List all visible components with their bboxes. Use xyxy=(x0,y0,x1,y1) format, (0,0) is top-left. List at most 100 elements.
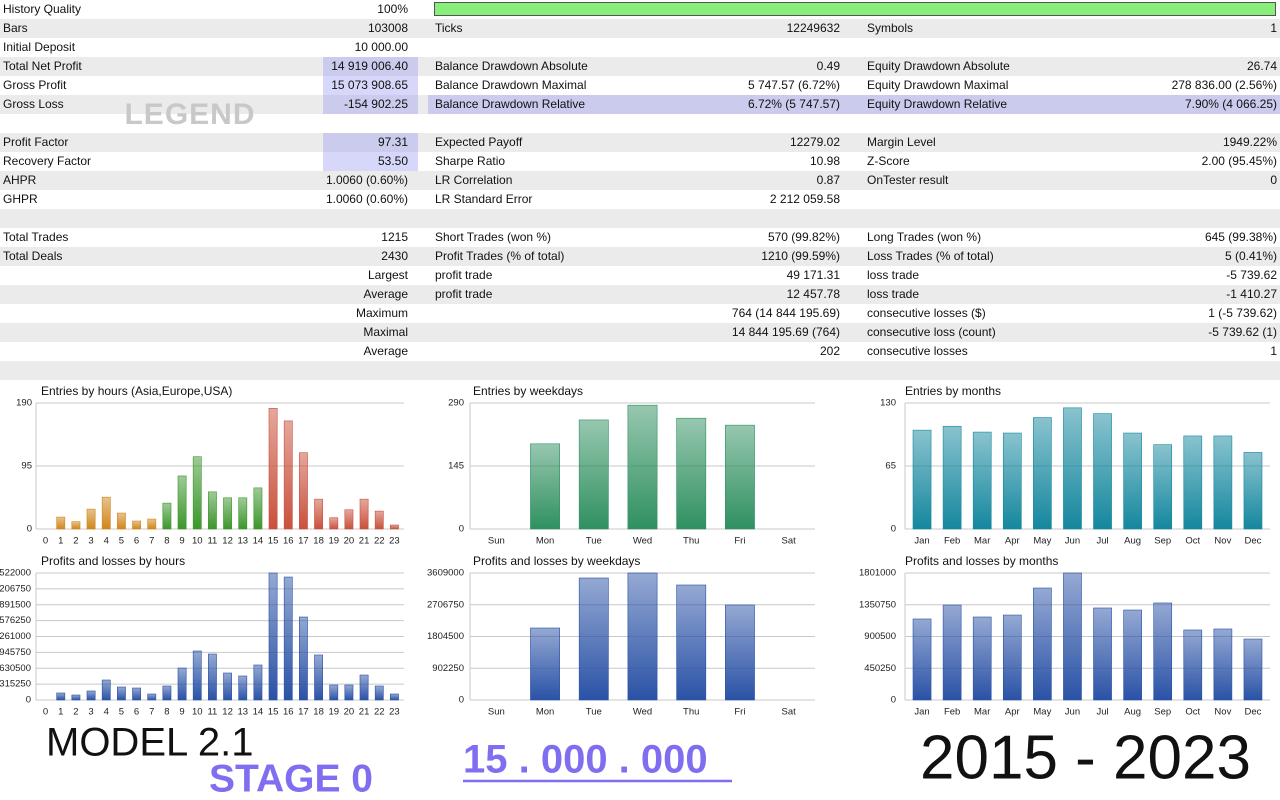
bar xyxy=(329,684,339,701)
stat-value: 1 xyxy=(1270,21,1277,35)
stat-value: 5 (0.41%) xyxy=(1225,249,1277,263)
row-stripe xyxy=(0,19,1280,38)
stat-label: Recovery Factor xyxy=(3,154,91,168)
x-tick-label: 21 xyxy=(359,707,370,718)
x-tick-label: 4 xyxy=(104,536,109,547)
x-tick-label: 3 xyxy=(88,707,93,718)
stat-value: 10 000.00 xyxy=(355,40,409,54)
y-tick-label: 0 xyxy=(459,524,464,535)
y-tick-label: 1261000 xyxy=(0,631,31,642)
stat-value: 12 457.78 xyxy=(787,287,841,301)
y-tick-label: 900500 xyxy=(864,631,896,642)
stat-value: 1.0060 (0.60%) xyxy=(326,192,408,206)
stat-label: Profit Trades (% of total) xyxy=(435,249,564,263)
stat-value: 2430 xyxy=(381,249,408,263)
stat-label: History Quality xyxy=(3,2,81,16)
y-tick-label: 190 xyxy=(16,398,32,409)
y-tick-label: 2522000 xyxy=(0,568,31,579)
bar xyxy=(117,512,126,530)
stat-label: Loss Trades (% of total) xyxy=(867,249,994,263)
stat-value: -154 902.25 xyxy=(344,97,408,111)
x-tick-label: 11 xyxy=(207,707,217,718)
bar xyxy=(268,572,278,701)
stat-value: 1210 (99.59%) xyxy=(761,249,840,263)
bar xyxy=(238,497,248,530)
highlight xyxy=(323,133,418,171)
stat-value: 1949.22% xyxy=(1223,135,1277,149)
bar xyxy=(912,429,932,530)
bar xyxy=(1153,444,1173,530)
x-tick-label: 10 xyxy=(192,536,203,547)
bar xyxy=(1213,435,1233,530)
bar xyxy=(132,687,141,701)
stat-value: 26.74 xyxy=(1247,59,1277,73)
y-tick-label: 1801000 xyxy=(859,568,896,579)
x-tick-label: 17 xyxy=(298,536,309,547)
stat-value: 0 xyxy=(1270,173,1277,187)
chart-title: Entries by weekdays xyxy=(473,384,583,398)
bar xyxy=(1123,432,1142,530)
stage-label: STAGE 0 xyxy=(209,757,373,800)
stat-label: Total Trades xyxy=(3,230,68,244)
x-tick-label: 0 xyxy=(43,536,48,547)
y-tick-label: 1576250 xyxy=(0,615,31,626)
stat-label: Total Deals xyxy=(3,249,62,263)
x-tick-label: 2 xyxy=(73,536,78,547)
stat-label: LR Correlation xyxy=(435,173,512,187)
x-tick-label: Nov xyxy=(1214,536,1231,547)
stat-value: 14 844 195.69 (764) xyxy=(732,325,840,339)
x-tick-label: Thu xyxy=(683,536,699,547)
x-tick-label: 12 xyxy=(222,707,233,718)
bar-chart: Profits and losses by months 0 450250 90050… xyxy=(859,554,1270,718)
bar-chart: Profits and losses by hours0315250630500… xyxy=(0,554,404,718)
bar xyxy=(1243,638,1263,701)
x-tick-label: Nov xyxy=(1214,707,1231,718)
stat-label: Equity Drawdown Maximal xyxy=(867,78,1008,92)
stat-value: Maximal xyxy=(363,325,408,339)
row-stripe xyxy=(0,323,1280,342)
x-tick-label: 20 xyxy=(344,536,355,547)
x-tick-label: Dec xyxy=(1245,536,1262,547)
stat-label: AHPR xyxy=(3,173,37,187)
bar xyxy=(1123,609,1142,701)
x-tick-label: Feb xyxy=(944,536,960,547)
bar xyxy=(390,693,399,701)
x-tick-label: 17 xyxy=(298,707,309,718)
y-tick-label: 0 xyxy=(891,695,896,706)
stat-value: 100% xyxy=(377,2,408,16)
chart-title: Entries by months xyxy=(905,384,1001,398)
x-tick-label: Mar xyxy=(974,536,990,547)
x-tick-label: Dec xyxy=(1245,707,1262,718)
bar-chart: Entries by hours (Asia,Europe,USA)095190… xyxy=(16,384,404,547)
stat-label: LR Standard Error xyxy=(435,192,532,206)
y-tick-label: 0 xyxy=(891,524,896,535)
bar xyxy=(1093,413,1112,530)
x-tick-label: Jun xyxy=(1065,536,1080,547)
bar xyxy=(359,674,369,701)
x-tick-label: 19 xyxy=(328,536,339,547)
bar xyxy=(56,516,66,530)
x-tick-label: Sep xyxy=(1154,707,1171,718)
stat-label: Gross Profit xyxy=(3,78,67,92)
stat-label: Expected Payoff xyxy=(435,135,523,149)
bar xyxy=(1033,587,1052,701)
stat-label: Margin Level xyxy=(867,135,936,149)
x-tick-label: 9 xyxy=(179,707,184,718)
x-tick-label: 7 xyxy=(149,536,154,547)
x-tick-label: Sun xyxy=(488,707,505,718)
bar xyxy=(390,524,399,530)
bar xyxy=(253,664,263,701)
stat-value: 2 212 059.58 xyxy=(770,192,840,206)
bar xyxy=(972,431,992,530)
bar xyxy=(725,604,755,701)
row-stripe xyxy=(0,209,1280,228)
stat-label: loss trade xyxy=(867,287,919,301)
x-tick-label: Fri xyxy=(734,707,745,718)
stat-label: Equity Drawdown Absolute xyxy=(867,59,1010,73)
stat-label: Bars xyxy=(3,21,28,35)
quality-bar xyxy=(434,2,1276,16)
x-tick-label: 3 xyxy=(88,536,93,547)
amount-label: 15 . 000 . 000 xyxy=(463,738,708,782)
row-stripe xyxy=(0,285,1280,304)
bar xyxy=(101,496,111,530)
